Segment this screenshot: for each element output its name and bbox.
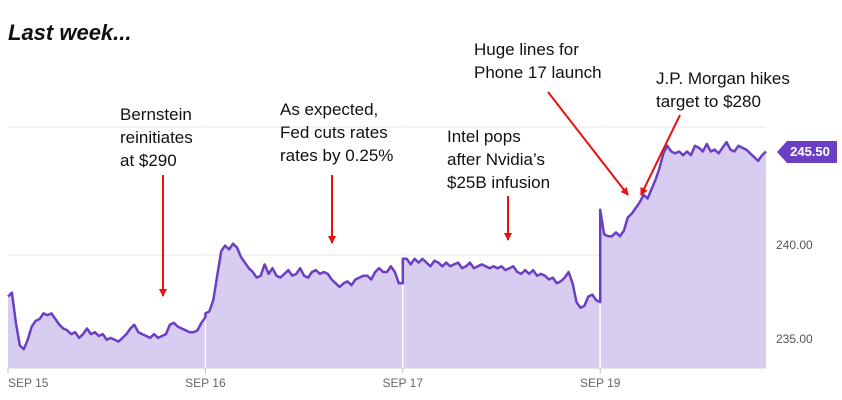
x-tick-label: SEP 15 [8,376,49,390]
annotation-jpmorgan: J.P. Morgan hikes target to $280 [656,69,790,111]
arrow-phone-launch [547,91,629,196]
annotation-fed: As expected, Fed cuts rates rates by 0.2… [280,100,394,165]
annotation-bernstein: Bernstein reinitiates at $290 [120,105,193,170]
x-tick-label: SEP 19 [580,376,621,390]
price-line [7,140,767,351]
x-axis-ticks: SEP 15 SEP 16 SEP 17 SEP 19 [7,368,621,390]
annotation-arrows [159,91,681,297]
arrow-jpmorgan [640,114,681,196]
y-axis-ticks: 235.00 240.00 [776,238,813,346]
x-tick-label: SEP 17 [383,376,424,390]
x-tick-label: SEP 16 [185,376,226,390]
price-area-fill [8,142,766,368]
y-tick-label: 240.00 [776,238,813,252]
annotation-phone-launch: Huge lines for Phone 17 launch [474,40,602,82]
annotation-intel: Intel pops after Nvidia’s $25B infusion [447,127,551,192]
y-tick-label: 235.00 [776,332,813,346]
current-price-badge: 245.50 [777,141,837,163]
chart-title: Last week... [8,20,132,45]
